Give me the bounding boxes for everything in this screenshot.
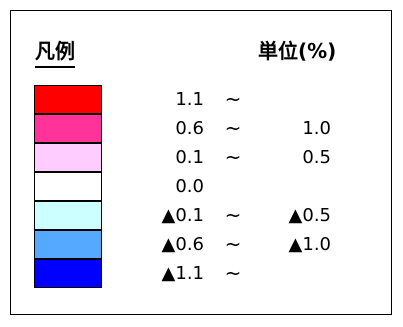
legend-swatch-3 bbox=[34, 172, 102, 201]
legend-swatch-2 bbox=[34, 143, 102, 172]
legend-high-4: ▲0.5 bbox=[288, 205, 331, 226]
legend-tilde-5: ~ bbox=[224, 232, 242, 256]
legend-high-5: ▲1.0 bbox=[288, 234, 331, 255]
legend-high-2: 0.5 bbox=[302, 147, 331, 168]
unit-label: 単位(%) bbox=[258, 39, 337, 63]
legend-high-1: 1.0 bbox=[302, 118, 331, 139]
legend-high-6 bbox=[259, 259, 331, 288]
legend-swatch-1 bbox=[34, 114, 102, 143]
legend-tilde-6: ~ bbox=[224, 261, 242, 285]
legend-high-0 bbox=[259, 85, 331, 114]
legend-box: 凡例 単位(%) 1.1 ~ 0.6 ~ 1.0 0.1 ~ 0.5 0.0 ▲… bbox=[10, 10, 392, 315]
legend-low-1: 0.6 bbox=[175, 118, 204, 139]
legend-low-4: ▲0.1 bbox=[161, 205, 204, 226]
legend-tilde-3 bbox=[219, 172, 247, 201]
legend-tilde-2: ~ bbox=[224, 145, 242, 169]
legend-tilde-0: ~ bbox=[224, 87, 242, 111]
legend-low-0: 1.1 bbox=[175, 89, 204, 110]
legend-low-5: ▲0.6 bbox=[161, 234, 204, 255]
legend-high-3 bbox=[259, 172, 331, 201]
legend-low-6: ▲1.1 bbox=[161, 263, 204, 284]
legend-low-3: 0.0 bbox=[175, 176, 204, 197]
legend-swatch-0 bbox=[34, 85, 102, 114]
legend-title: 凡例 bbox=[35, 37, 75, 68]
legend-tilde-1: ~ bbox=[224, 116, 242, 140]
legend-swatch-5 bbox=[34, 230, 102, 259]
legend-swatch-4 bbox=[34, 201, 102, 230]
legend-tilde-4: ~ bbox=[224, 203, 242, 227]
legend-swatch-6 bbox=[34, 259, 102, 288]
legend-low-2: 0.1 bbox=[175, 147, 204, 168]
